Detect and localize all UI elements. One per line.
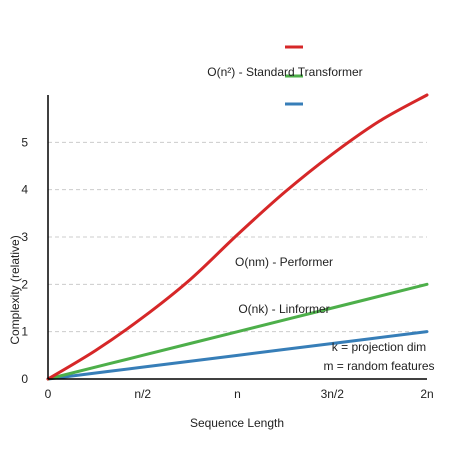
x-tick-labels: 0 n/2 n 3n/2 2n: [45, 387, 434, 401]
legend: O(n²) - Standard Transformer: [207, 45, 363, 106]
annotation-performer: O(nm) - Performer: [235, 255, 333, 269]
y-tick-label-3: 3: [21, 230, 28, 244]
x-tick-label-3: 3n/2: [321, 387, 345, 401]
note-random-features: m = random features: [323, 359, 434, 373]
series-line-0: [46, 93, 429, 381]
y-tick-label-1: 1: [21, 325, 28, 339]
y-tick-labels: 0 1 2 3 4 5: [21, 135, 28, 386]
y-axis-label: Complexity (relative): [8, 235, 22, 344]
legend-label-0: O(n²) - Standard Transformer: [207, 65, 362, 79]
x-tick-label-1: n/2: [134, 387, 151, 401]
y-tick-label-2: 2: [21, 277, 28, 291]
note-projection-dim: k = projection dim: [332, 340, 426, 354]
x-tick-label-4: 2n: [420, 387, 433, 401]
series-line-2: [46, 330, 429, 381]
x-tick-label-2: n: [234, 387, 241, 401]
x-axis-label: Sequence Length: [190, 416, 284, 430]
series-lines: [46, 93, 429, 381]
axes: [47, 95, 427, 380]
annotation-linformer: O(nk) - Linformer: [238, 302, 329, 316]
series-line-1: [46, 282, 429, 381]
x-tick-label-0: 0: [45, 387, 52, 401]
y-tick-label-5: 5: [21, 135, 28, 149]
y-tick-label-4: 4: [21, 183, 28, 197]
grid-lines: [48, 141, 427, 333]
y-tick-label-0: 0: [21, 372, 28, 386]
